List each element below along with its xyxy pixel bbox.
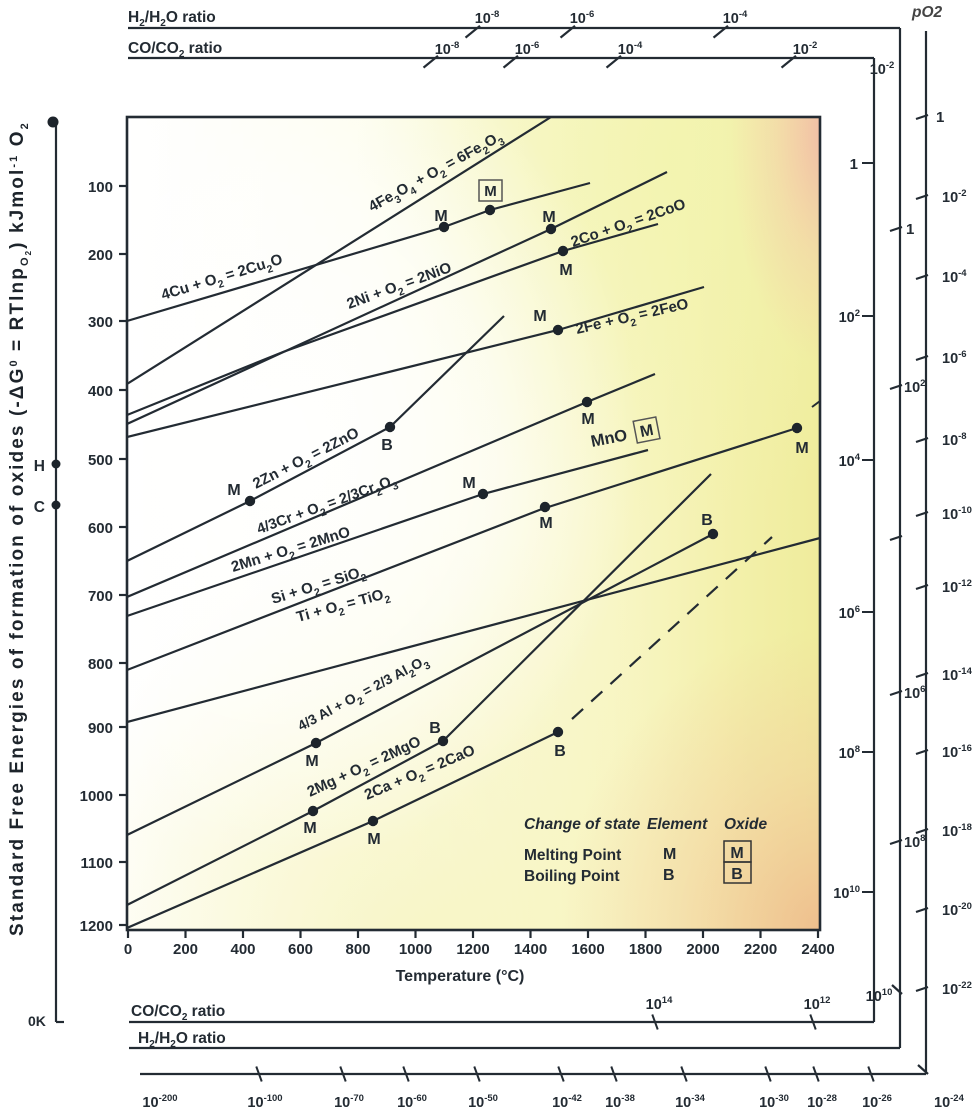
svg-text:M: M: [581, 411, 594, 428]
svg-text:Change of state: Change of state: [524, 816, 641, 833]
svg-text:B: B: [701, 512, 713, 529]
svg-text:B: B: [429, 720, 441, 737]
svg-text:H2/H2O ratio: H2/H2O ratio: [128, 9, 216, 29]
svg-text:M: M: [484, 183, 497, 200]
svg-text:M: M: [639, 422, 655, 441]
svg-text:B: B: [663, 867, 675, 884]
svg-text:pO2: pO2: [911, 4, 943, 21]
svg-text:1200: 1200: [80, 918, 113, 935]
svg-text:M: M: [559, 262, 572, 279]
svg-text:Boiling Point: Boiling Point: [524, 868, 620, 885]
svg-text:300: 300: [88, 314, 113, 331]
svg-text:500: 500: [88, 452, 113, 469]
svg-text:0: 0: [124, 941, 132, 958]
svg-text:2200: 2200: [744, 941, 777, 958]
svg-text:B: B: [731, 866, 743, 883]
svg-text:CO/CO2 ratio: CO/CO2 ratio: [131, 1003, 225, 1023]
svg-text:M: M: [542, 209, 555, 226]
svg-text:M: M: [533, 308, 546, 325]
svg-text:1600: 1600: [571, 941, 604, 958]
svg-text:1100: 1100: [80, 855, 113, 872]
svg-text:1200: 1200: [456, 941, 489, 958]
svg-text:800: 800: [345, 941, 370, 958]
svg-text:1000: 1000: [399, 941, 432, 958]
svg-text:Element: Element: [647, 816, 708, 833]
svg-text:600: 600: [88, 520, 113, 537]
svg-text:108: 108: [904, 833, 925, 851]
svg-text:M: M: [367, 831, 380, 848]
svg-text:0K: 0K: [28, 1013, 46, 1029]
svg-text:Temperature (°C): Temperature (°C): [396, 968, 525, 985]
svg-text:H2/H2O ratio: H2/H2O ratio: [138, 1030, 226, 1050]
svg-text:108: 108: [839, 744, 860, 762]
svg-text:C: C: [34, 499, 45, 516]
svg-text:1: 1: [850, 156, 858, 173]
svg-text:106: 106: [904, 684, 925, 702]
svg-text:B: B: [554, 743, 566, 760]
svg-text:700: 700: [88, 588, 113, 605]
svg-text:M: M: [462, 475, 475, 492]
svg-text:200: 200: [173, 941, 198, 958]
svg-text:M: M: [227, 482, 240, 499]
svg-text:Melting Point: Melting Point: [524, 847, 621, 864]
svg-text:1: 1: [936, 109, 944, 126]
svg-text:M: M: [303, 820, 316, 837]
svg-text:600: 600: [288, 941, 313, 958]
svg-text:800: 800: [88, 656, 113, 673]
svg-text:H: H: [34, 458, 45, 475]
svg-text:102: 102: [839, 308, 860, 326]
svg-text:1800: 1800: [629, 941, 662, 958]
svg-text:M: M: [305, 753, 318, 770]
svg-text:102: 102: [904, 378, 925, 396]
svg-text:M: M: [795, 440, 808, 457]
svg-text:400: 400: [230, 941, 255, 958]
svg-text:M: M: [730, 845, 743, 862]
svg-text:M: M: [539, 515, 552, 532]
svg-text:100: 100: [88, 179, 113, 196]
svg-text:106: 106: [839, 604, 860, 622]
svg-text:2000: 2000: [686, 941, 719, 958]
svg-text:CO/CO2 ratio: CO/CO2 ratio: [128, 40, 222, 60]
svg-text:M: M: [434, 208, 447, 225]
svg-text:Oxide: Oxide: [724, 816, 767, 833]
svg-text:1400: 1400: [514, 941, 547, 958]
svg-text:2400: 2400: [801, 941, 834, 958]
svg-text:B: B: [381, 437, 393, 454]
svg-text:200: 200: [88, 247, 113, 264]
svg-text:M: M: [663, 846, 676, 863]
svg-text:400: 400: [88, 383, 113, 400]
svg-text:1: 1: [906, 221, 914, 238]
svg-text:900: 900: [88, 720, 113, 737]
svg-text:1000: 1000: [80, 788, 113, 805]
